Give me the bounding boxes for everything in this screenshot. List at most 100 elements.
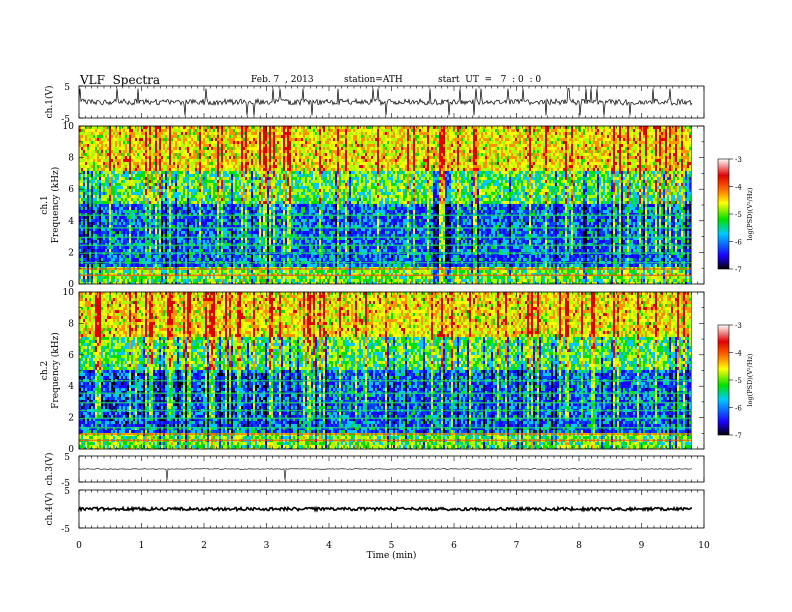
spectrogram-cell: [531, 147, 533, 150]
spectrogram-cell: [281, 156, 283, 159]
spectrogram-cell: [647, 150, 649, 153]
spectrogram-cell: [409, 150, 411, 153]
spectrogram-cell: [485, 147, 487, 150]
spectrogram-cell: [651, 156, 653, 159]
spectrogram-cell: [99, 138, 101, 141]
spectrogram-cell: [591, 138, 593, 141]
spectrogram-cell: [663, 135, 665, 138]
spectrogram-cell: [127, 156, 129, 159]
spectrogram-cell: [633, 153, 635, 156]
spectrogram-cell: [239, 141, 241, 144]
spectrogram-cell: [677, 144, 679, 147]
spectrogram-cell: [315, 141, 317, 144]
spectrogram-cell: [119, 153, 121, 156]
spectrogram-cell: [451, 141, 453, 144]
spectrogram-cell: [273, 129, 275, 132]
spectrogram-cell: [113, 147, 115, 150]
spectrogram-cell: [207, 126, 209, 129]
spectrogram-cell: [317, 156, 319, 159]
spectrogram-cell: [209, 147, 211, 150]
spectrogram-cell: [209, 156, 211, 159]
spectrogram-cell: [479, 135, 481, 138]
spectrogram-cell: [365, 132, 367, 135]
spectrogram-cell: [621, 147, 623, 150]
spectrogram-cell: [279, 129, 281, 132]
spectrogram-cell: [229, 141, 231, 144]
spectrogram-cell: [501, 156, 503, 159]
spectrogram-cell: [605, 126, 607, 129]
spectrogram-cell: [155, 138, 157, 141]
spectrogram-cell: [543, 144, 545, 147]
spectrogram-cell: [645, 126, 647, 129]
spectrogram-cell: [249, 138, 251, 141]
spectrogram-cell: [323, 141, 325, 144]
spectrogram-cell: [195, 135, 197, 138]
spectrogram-cell: [389, 144, 391, 147]
spectrogram-cell: [571, 129, 573, 132]
spectrogram-cell: [579, 147, 581, 150]
spectrogram-cell: [551, 126, 553, 129]
spectrogram-cell: [237, 138, 239, 141]
spectrogram-cell: [245, 135, 247, 138]
spectrogram-cell: [601, 153, 603, 156]
spectrogram-cell: [541, 138, 543, 141]
spectrogram-cell: [471, 147, 473, 150]
spectrogram-cell: [397, 153, 399, 156]
spectrogram-cell: [207, 132, 209, 135]
spectrogram-cell: [185, 135, 187, 138]
spectrogram-cell: [483, 135, 485, 138]
spectrogram-cell: [373, 150, 375, 153]
spectrogram-cell: [243, 129, 245, 132]
spectrogram-cell: [347, 132, 349, 135]
spectrogram-cell: [81, 141, 83, 144]
spectrogram-cell: [267, 138, 269, 141]
spectrogram-cell: [251, 126, 253, 129]
spectrogram-cell: [575, 135, 577, 138]
spectrogram-cell: [501, 126, 503, 129]
spectrogram-cell: [577, 153, 579, 156]
spectrogram-cell: [159, 135, 161, 138]
spectrogram-cell: [587, 147, 589, 150]
spectrogram-cell: [467, 153, 469, 156]
spectrogram-cell: [505, 141, 507, 144]
spectrogram-cell: [637, 150, 639, 153]
spectrogram-cell: [121, 129, 123, 132]
spectrogram-cell: [407, 135, 409, 138]
spectrogram-cell: [559, 144, 561, 147]
spectrogram-cell: [307, 126, 309, 129]
spectrogram-cell: [205, 138, 207, 141]
spectrogram-cell: [367, 147, 369, 150]
spectrogram-cell: [157, 141, 159, 144]
spectrogram-cell: [643, 147, 645, 150]
spectrogram-cell: [431, 129, 433, 132]
spectrogram-cell: [231, 147, 233, 150]
spectrogram-cell: [577, 147, 579, 150]
spectrogram-cell: [93, 150, 95, 153]
spectrogram-cell: [267, 132, 269, 135]
spectrogram-cell: [459, 144, 461, 147]
spectrogram-cell: [641, 150, 643, 153]
spectrogram-cell: [487, 153, 489, 156]
spectrogram-cell: [473, 141, 475, 144]
spectrogram-cell: [299, 138, 301, 141]
spectrogram-cell: [109, 141, 111, 144]
spectrogram-cell: [473, 156, 475, 159]
spectrogram-cell: [503, 144, 505, 147]
spectrogram-cell: [151, 135, 153, 138]
spectrogram-cell: [547, 129, 549, 132]
spectrogram-cell: [533, 138, 535, 141]
spectrogram-cell: [89, 150, 91, 153]
spectrogram-cell: [475, 135, 477, 138]
spectrogram-cell: [183, 150, 185, 153]
spectrogram-cell: [101, 132, 103, 135]
spectrogram-cell: [525, 147, 527, 150]
spectrogram-cell: [369, 144, 371, 147]
spectrogram-cell: [131, 126, 133, 129]
spectrogram-cell: [407, 150, 409, 153]
spectrogram-cell: [281, 132, 283, 135]
spectrogram-cell: [353, 156, 355, 159]
spectrogram-cell: [461, 147, 463, 150]
spectrogram-cell: [571, 132, 573, 135]
spectrogram-cell: [261, 135, 263, 138]
spectrogram-cell: [165, 141, 167, 144]
